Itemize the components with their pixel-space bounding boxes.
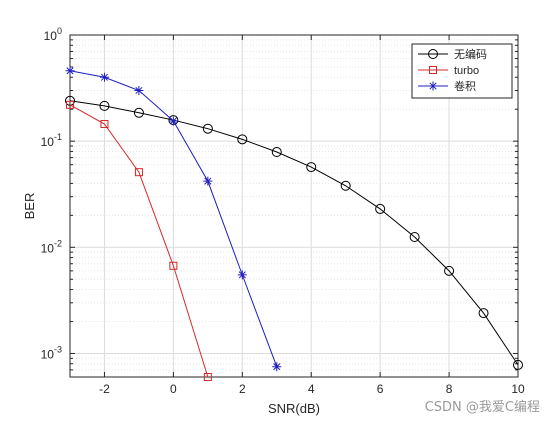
data-point — [99, 72, 109, 82]
data-point — [100, 120, 109, 129]
data-point — [513, 359, 523, 370]
legend-item: turbo — [418, 65, 479, 77]
y-tick-label: 10-1 — [41, 132, 62, 149]
data-point — [272, 362, 282, 372]
data-point — [340, 180, 351, 191]
legend-item: 卷积 — [418, 79, 476, 93]
x-tick-label: 2 — [239, 382, 246, 396]
y-tick-label: 100 — [44, 26, 62, 43]
data-point — [134, 168, 143, 177]
x-tick-label: 6 — [377, 382, 384, 396]
series-0 — [65, 95, 523, 370]
series-2 — [65, 66, 282, 372]
data-point — [134, 86, 144, 96]
data-point — [271, 147, 282, 158]
x-tick-label: -2 — [99, 382, 110, 396]
data-point — [306, 162, 317, 173]
x-tick-label: 0 — [170, 382, 177, 396]
legend-marker — [428, 81, 438, 91]
data-point — [444, 265, 455, 276]
y-axis-label: BER — [22, 193, 37, 220]
axes-box — [69, 34, 519, 378]
y-tick-label: 10-3 — [41, 344, 62, 361]
watermark: CSDN @我爱C编程 — [424, 400, 540, 415]
x-axis-label: SNR(dB) — [268, 401, 320, 416]
data-point — [409, 232, 420, 243]
data-point — [203, 176, 213, 186]
legend: 无编码 turbo 卷积 — [411, 43, 513, 99]
legend-label: 卷积 — [454, 79, 476, 93]
data-point — [203, 373, 212, 381]
y-axis-ticks: 10-3 10-2 10-1 100 — [41, 26, 518, 378]
data-point — [202, 123, 213, 134]
series-line — [69, 104, 209, 378]
legend-label: turbo — [454, 65, 479, 77]
legend-label: 无编码 — [454, 47, 487, 61]
data-point — [169, 261, 178, 270]
data-point — [237, 270, 247, 280]
series-line — [69, 100, 519, 366]
data-point — [237, 134, 248, 145]
data-point — [99, 100, 110, 111]
legend-item: 无编码 — [418, 47, 487, 61]
series-1 — [66, 100, 212, 381]
data-point — [375, 203, 386, 214]
y-tick-label: 10-2 — [41, 238, 62, 255]
legend-marker — [429, 66, 437, 74]
x-tick-label: 10 — [511, 382, 525, 396]
data-point — [66, 100, 74, 109]
x-tick-label: 4 — [308, 382, 315, 396]
legend-marker — [428, 49, 438, 59]
legend-box — [411, 43, 513, 99]
data-point — [133, 107, 144, 118]
x-tick-label: 8 — [446, 382, 453, 396]
x-axis-ticks: -2 0 2 4 6 8 10 — [99, 35, 525, 396]
data-point — [65, 66, 75, 76]
data-point — [168, 116, 178, 126]
data-point — [478, 308, 489, 319]
